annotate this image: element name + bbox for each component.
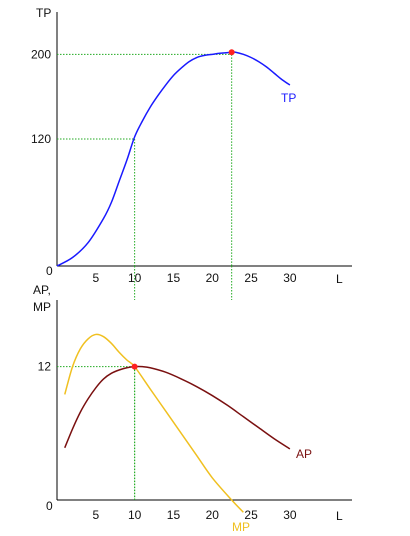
top-x-tick-label: 25 — [244, 271, 258, 285]
bottom-guide-lines — [57, 266, 233, 500]
bottom-tick-labels: 5 10 15 20 25 30 12 — [38, 360, 297, 522]
series-line-tp — [56, 51, 291, 267]
mp-series-label: MP — [232, 520, 250, 534]
top-x-tick-label: 15 — [167, 271, 181, 285]
top-y-tick-label: 120 — [31, 132, 51, 146]
bottom-y-axis-label-line1: AP, — [33, 283, 51, 297]
top-x-tick-label: 30 — [283, 271, 297, 285]
series-line-ap — [64, 365, 291, 450]
top-x-axis-label: L — [336, 272, 343, 286]
top-guide-lines — [57, 53, 233, 266]
bottom-x-axis-label: L — [336, 509, 343, 523]
bottom-x-tick-label: 15 — [167, 508, 181, 522]
top-marker-point — [228, 49, 235, 56]
bottom-y-tick-label: 12 — [38, 360, 52, 374]
average-marginal-product-chart: AP, MP L 0 5 10 15 20 25 30 12 AP MP — [33, 266, 352, 534]
top-y-tick-label: 200 — [31, 47, 51, 61]
top-origin-label: 0 — [46, 264, 53, 278]
top-x-tick-label: 20 — [206, 271, 220, 285]
bottom-series — [64, 333, 291, 513]
top-x-tick-label: 5 — [92, 271, 99, 285]
bottom-x-tick-label: 10 — [128, 508, 142, 522]
bottom-x-tick-label: 5 — [92, 508, 99, 522]
tp-series-label: TP — [281, 91, 296, 105]
ap-series-label: AP — [296, 447, 312, 461]
bottom-x-tick-label: 20 — [206, 508, 220, 522]
top-y-axis-label: TP — [36, 6, 51, 20]
bottom-x-tick-label: 25 — [244, 508, 258, 522]
top-series — [56, 49, 291, 267]
bottom-y-axis-label-line2: MP — [33, 300, 51, 314]
bottom-x-tick-label: 30 — [283, 508, 297, 522]
bottom-marker-point — [131, 363, 138, 370]
series-line-mp — [64, 333, 244, 513]
bottom-origin-label: 0 — [46, 499, 53, 513]
